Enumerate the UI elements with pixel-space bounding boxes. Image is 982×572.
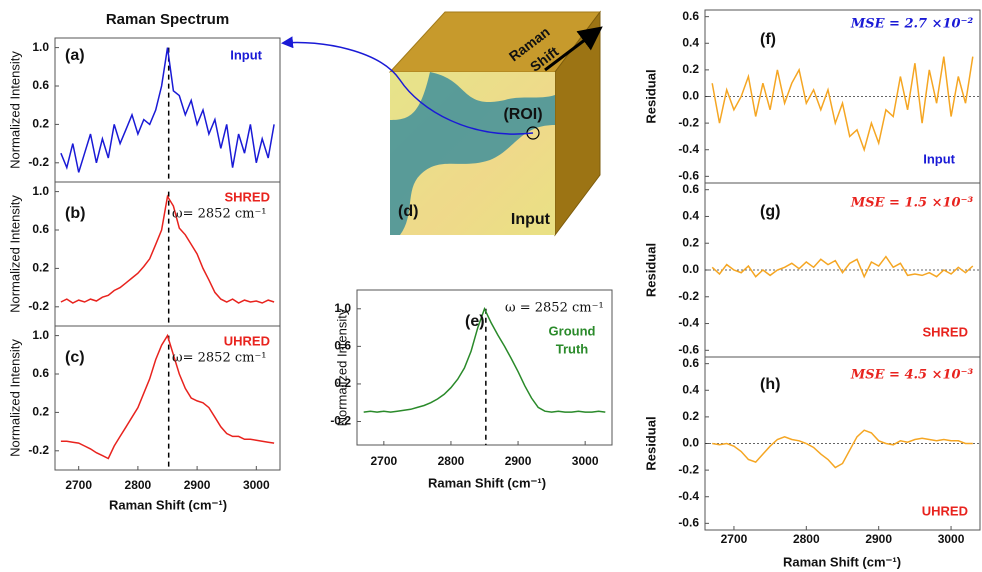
y-tick-label: 0.6: [32, 366, 49, 380]
y-tick-label: 0.2: [682, 409, 699, 423]
y-tick-label: -0.2: [678, 115, 699, 129]
x-tick-label: 3000: [243, 478, 270, 492]
y-axis-label: Residual: [643, 416, 658, 470]
y-tick-label: 0.2: [32, 117, 49, 131]
y-tick-label: -0.2: [28, 155, 49, 169]
panel-label: UHRED: [922, 503, 968, 518]
x-tick-label: 2900: [865, 532, 892, 546]
cube-label: Input: [511, 211, 551, 228]
y-tick-label: 1.0: [32, 40, 49, 54]
y-tick-label: 0.0: [682, 262, 699, 276]
y-tick-label: 0.0: [682, 436, 699, 450]
y-tick-label: -0.2: [28, 443, 49, 457]
panel-label: Input: [923, 151, 955, 166]
y-axis-label: Residual: [643, 69, 658, 123]
x-tick-label: 2900: [505, 454, 532, 468]
panel-tag: (a): [65, 47, 85, 64]
panel-tag: (e): [465, 313, 485, 330]
y-tick-label: 0.0: [682, 89, 699, 103]
y-tick-label: 0.2: [32, 405, 49, 419]
y-tick-label: 0.2: [32, 261, 49, 275]
x-tick-label: 2800: [793, 532, 820, 546]
x-tick-label: 2800: [438, 454, 465, 468]
y-tick-label: -0.4: [678, 316, 699, 330]
y-tick-label: 1.0: [32, 184, 49, 198]
figure: Raman Shift (ROI) (d) Input 1.0 0.6 0.2 -0.…: [0, 0, 982, 572]
panel-tag: (h): [760, 376, 780, 393]
y-tick-label: -0.6: [678, 169, 699, 183]
y-tick-label: 1.0: [32, 328, 49, 342]
panel-label: Input: [230, 47, 262, 62]
x-tick-label: 2800: [125, 478, 152, 492]
panel-tag: (g): [760, 203, 780, 220]
x-tick-label: 3000: [938, 532, 965, 546]
y-tick-label: -0.2: [678, 462, 699, 476]
y-tick-label: -0.4: [678, 489, 699, 503]
x-axis-label: Raman Shift (cm⁻¹): [428, 475, 546, 490]
roi-label: (ROI): [503, 106, 542, 123]
panel-tag: (c): [65, 349, 85, 366]
y-tick-label: -0.6: [678, 516, 699, 530]
y-tick-label: 0.6: [682, 356, 699, 370]
panel-tag: (f): [760, 31, 776, 48]
panel-label: Ground: [549, 323, 596, 338]
y-tick-label: -0.6: [678, 342, 699, 356]
annotation: ω = 2852 cm⁻¹: [505, 301, 604, 316]
y-axis-label: Residual: [643, 243, 658, 297]
annotation: MSE = 4.5 ×10⁻³: [850, 368, 974, 383]
y-axis-label: Normalized Intensity: [7, 339, 22, 457]
x-tick-label: 2900: [184, 478, 211, 492]
data-line: [712, 257, 973, 277]
y-tick-label: 0.6: [682, 9, 699, 23]
y-tick-label: 0.6: [32, 78, 49, 92]
y-tick-label: 0.2: [682, 62, 699, 76]
panel-label: SHRED: [922, 324, 968, 339]
y-tick-label: 0.4: [682, 35, 699, 49]
data-line: [712, 57, 973, 150]
data-line: [61, 48, 274, 173]
y-tick-label: 0.6: [32, 222, 49, 236]
annotation: MSE = 2.7 ×10⁻²: [850, 17, 974, 32]
x-axis-label: Raman Shift (cm⁻¹): [783, 554, 901, 569]
annotation: MSE = 1.5 ×10⁻³: [850, 196, 974, 211]
y-tick-label: 0.4: [682, 209, 699, 223]
y-axis-label: Normalized Intensity: [334, 308, 349, 426]
y-axis-label: Normalized Intensity: [7, 51, 22, 169]
chart-title: Raman Spectrum: [106, 11, 229, 28]
annotation: ω= 2852 cm⁻¹: [172, 351, 267, 366]
panel-label: Truth: [556, 341, 589, 356]
panel-label: SHRED: [224, 189, 270, 204]
y-tick-label: -0.4: [678, 142, 699, 156]
y-tick-label: -0.2: [28, 299, 49, 313]
y-tick-label: 0.4: [682, 382, 699, 396]
x-tick-label: 3000: [572, 454, 599, 468]
y-axis-label: Normalized Intensity: [7, 195, 22, 313]
y-tick-label: -0.2: [678, 289, 699, 303]
panel-tag: (d): [398, 203, 418, 220]
y-tick-label: 0.6: [682, 182, 699, 196]
cube: Raman Shift (ROI) (d) Input: [284, 12, 600, 235]
x-tick-label: 2700: [65, 478, 92, 492]
panel-tag: (b): [65, 205, 85, 222]
panel-label: UHRED: [224, 333, 270, 348]
data-line: [712, 430, 973, 467]
x-tick-label: 2700: [721, 532, 748, 546]
x-tick-label: 2700: [370, 454, 397, 468]
x-axis-label: Raman Shift (cm⁻¹): [109, 497, 227, 512]
annotation: ω= 2852 cm⁻¹: [172, 207, 267, 222]
y-tick-label: 0.2: [682, 235, 699, 249]
